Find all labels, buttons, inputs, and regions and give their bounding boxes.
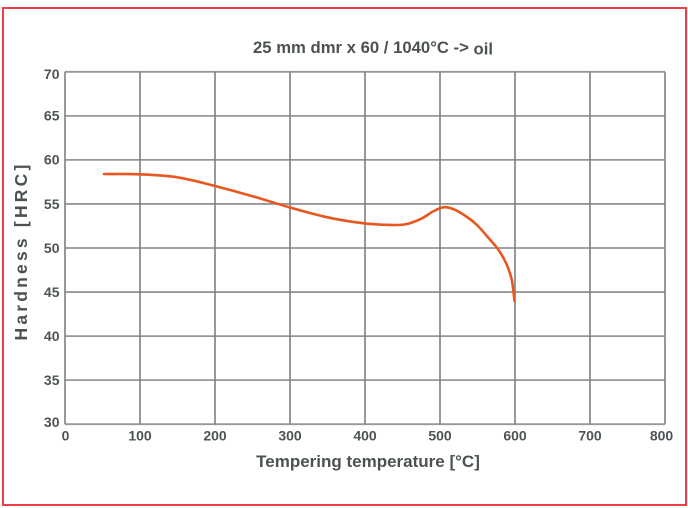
svg-text:35: 35 [44,372,60,388]
svg-text:0: 0 [62,427,70,443]
svg-text:50: 50 [44,240,60,256]
svg-text:Tempering temperature [°C]: Tempering temperature [°C] [256,452,480,471]
svg-text:500: 500 [428,427,452,443]
svg-text:70: 70 [44,66,60,82]
svg-text:45: 45 [44,284,60,300]
svg-text:400: 400 [353,427,377,443]
svg-text:65: 65 [44,108,60,124]
svg-text:30: 30 [44,414,60,430]
svg-text:55: 55 [44,196,60,212]
svg-text:800: 800 [650,427,674,443]
svg-text:300: 300 [278,427,302,443]
svg-text:200: 200 [203,427,227,443]
svg-text:700: 700 [578,427,602,443]
svg-text:25 mm dmr x 60 / 1040°C -> oil: 25 mm dmr x 60 / 1040°C -> oil [253,38,493,59]
svg-text:Hardness [HRC]: Hardness [HRC] [11,162,31,341]
svg-text:60: 60 [44,152,60,168]
svg-text:40: 40 [44,328,60,344]
svg-text:100: 100 [128,427,152,443]
svg-text:600: 600 [503,427,527,443]
